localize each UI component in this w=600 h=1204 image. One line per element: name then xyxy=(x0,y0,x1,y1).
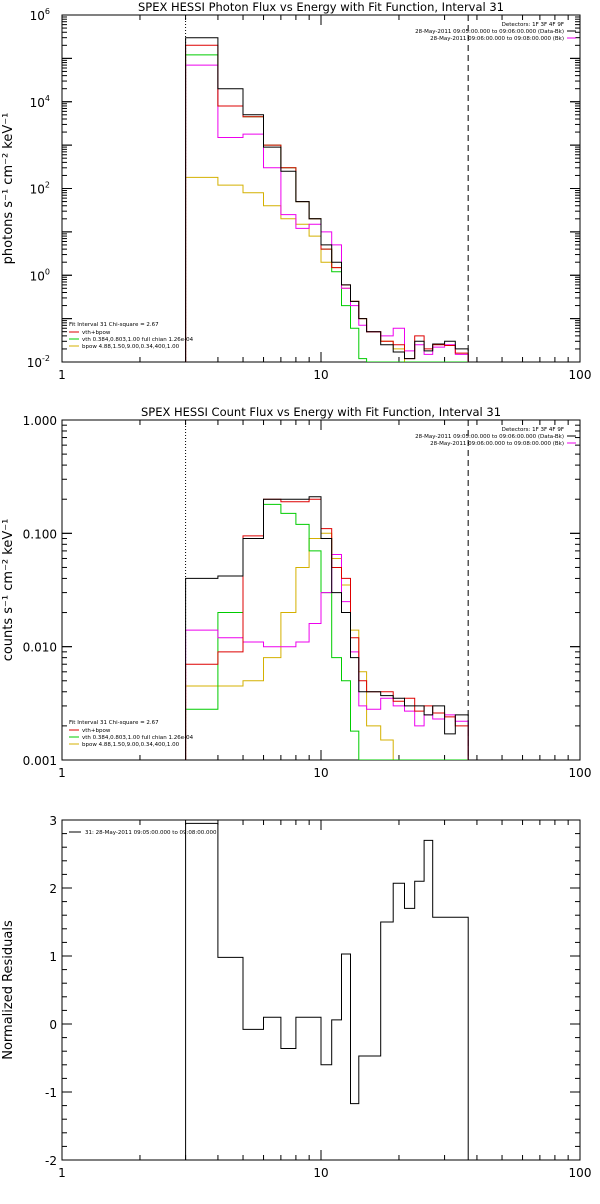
x-tick-label: 100 xyxy=(569,766,592,780)
y-tick-label: 1.000 xyxy=(23,414,57,428)
legend-fit-header: Fit Interval 31 Chi-square = 2.67 xyxy=(69,720,159,726)
legend-top-right-text: 28-May-2011 09:06:00.000 to 09:08:00.000… xyxy=(430,36,564,42)
x-tick-label: 1 xyxy=(58,1166,66,1180)
count-flux-panel: SPEX HESSI Count Flux vs Energy with Fit… xyxy=(1,405,591,780)
legend-fit-text: bpow 4.88,1.50,9.00,0.34,400,1.00 xyxy=(82,344,180,350)
x-tick-label: 100 xyxy=(569,1166,592,1180)
y-tick-exponent: 0 xyxy=(45,267,50,276)
plot-frame xyxy=(61,14,581,363)
chart-title: SPEX HESSI Count Flux vs Energy with Fit… xyxy=(141,405,501,419)
y-tick-label: 1 xyxy=(49,950,57,964)
y-tick-label: -1 xyxy=(45,1086,57,1100)
x-tick-label: 100 xyxy=(569,368,592,382)
y-tick-label: 100 xyxy=(30,267,50,283)
legend-fit-text: vth+bpow xyxy=(82,330,111,336)
y-tick-label: 102 xyxy=(30,181,50,197)
x-tick-label: 10 xyxy=(313,766,328,780)
chart-title: SPEX HESSI Photon Flux vs Energy with Fi… xyxy=(138,0,504,14)
legend-top-right-text: 28-May-2011 09:06:00.000 to 09:08:00.000… xyxy=(430,441,564,447)
series-data xyxy=(185,37,469,362)
y-tick-exponent: 2 xyxy=(45,181,50,190)
y-tick-label: -2 xyxy=(45,1154,57,1168)
series-bpow xyxy=(185,176,469,362)
legend-fit-header: Fit Interval 31 Chi-square = 2.67 xyxy=(69,322,159,328)
y-tick-label: 3 xyxy=(49,814,57,828)
series-vth xyxy=(185,54,469,362)
legend-top-right-text: 28-May-2011 09:05:00.000 to 09:06:00.000… xyxy=(415,29,564,35)
y-axis-label: counts s⁻¹ cm⁻² keV⁻¹ xyxy=(1,519,16,662)
legend-fit-text: vth+bpow xyxy=(82,728,111,734)
y-tick-exponent: 4 xyxy=(45,94,50,103)
y-tick-label: 0.010 xyxy=(23,641,57,655)
series-total-fit xyxy=(185,44,469,362)
legend-fit-text: vth 0.384,0.803,1.00 full chian 1.26e-04 xyxy=(82,337,194,343)
series-background xyxy=(185,64,469,362)
y-tick-exponent: -2 xyxy=(42,354,50,363)
photon-flux-panel: SPEX HESSI Photon Flux vs Energy with Fi… xyxy=(1,0,591,382)
series-bpow xyxy=(185,532,469,760)
legend-top-right-text: Detectors: 1F 3F 4F 9F xyxy=(502,427,564,433)
series-background xyxy=(185,554,469,760)
y-tick-label: 106 xyxy=(30,7,50,23)
y-tick-base: 10 xyxy=(30,9,45,23)
y-tick-base: 10 xyxy=(30,269,45,283)
legend-fit-text: bpow 4.88,1.50,9.00,0.34,400,1.00 xyxy=(82,742,180,748)
legend-fit-text: vth 0.384,0.803,1.00 full chian 1.26e-04 xyxy=(82,735,194,741)
legend-top-right-text: 28-May-2011 09:05:00.000 to 09:06:00.000… xyxy=(415,434,564,440)
legend-residual-text: 31: 28-May-2011 09:05:00.000 to 09:08:00… xyxy=(85,830,217,836)
plot-frame xyxy=(61,819,581,1161)
series-data xyxy=(185,496,469,760)
y-axis-label: photons s⁻¹ cm⁻² keV⁻¹ xyxy=(1,113,16,265)
y-tick-base: 10 xyxy=(27,356,42,370)
y-tick-base: 10 xyxy=(30,183,45,197)
y-tick-base: 10 xyxy=(30,96,45,110)
x-tick-label: 10 xyxy=(313,1166,328,1180)
y-tick-exponent: 6 xyxy=(45,7,50,16)
y-axis-label: Normalized Residuals xyxy=(1,920,16,1060)
y-tick-label: 0.001 xyxy=(23,754,57,768)
series-data xyxy=(185,822,469,1160)
series-vth xyxy=(185,503,469,760)
x-tick-label: 10 xyxy=(313,368,328,382)
legend-top-right-text: Detectors: 1F 3F 4F 9F xyxy=(502,22,564,28)
y-tick-label: 2 xyxy=(49,882,57,896)
y-tick-label: 104 xyxy=(30,94,50,110)
y-tick-label: 0.100 xyxy=(23,527,57,541)
y-tick-label: 10-2 xyxy=(27,354,50,370)
x-tick-label: 1 xyxy=(58,766,66,780)
x-tick-label: 1 xyxy=(58,368,66,382)
y-tick-label: 0 xyxy=(49,1018,57,1032)
